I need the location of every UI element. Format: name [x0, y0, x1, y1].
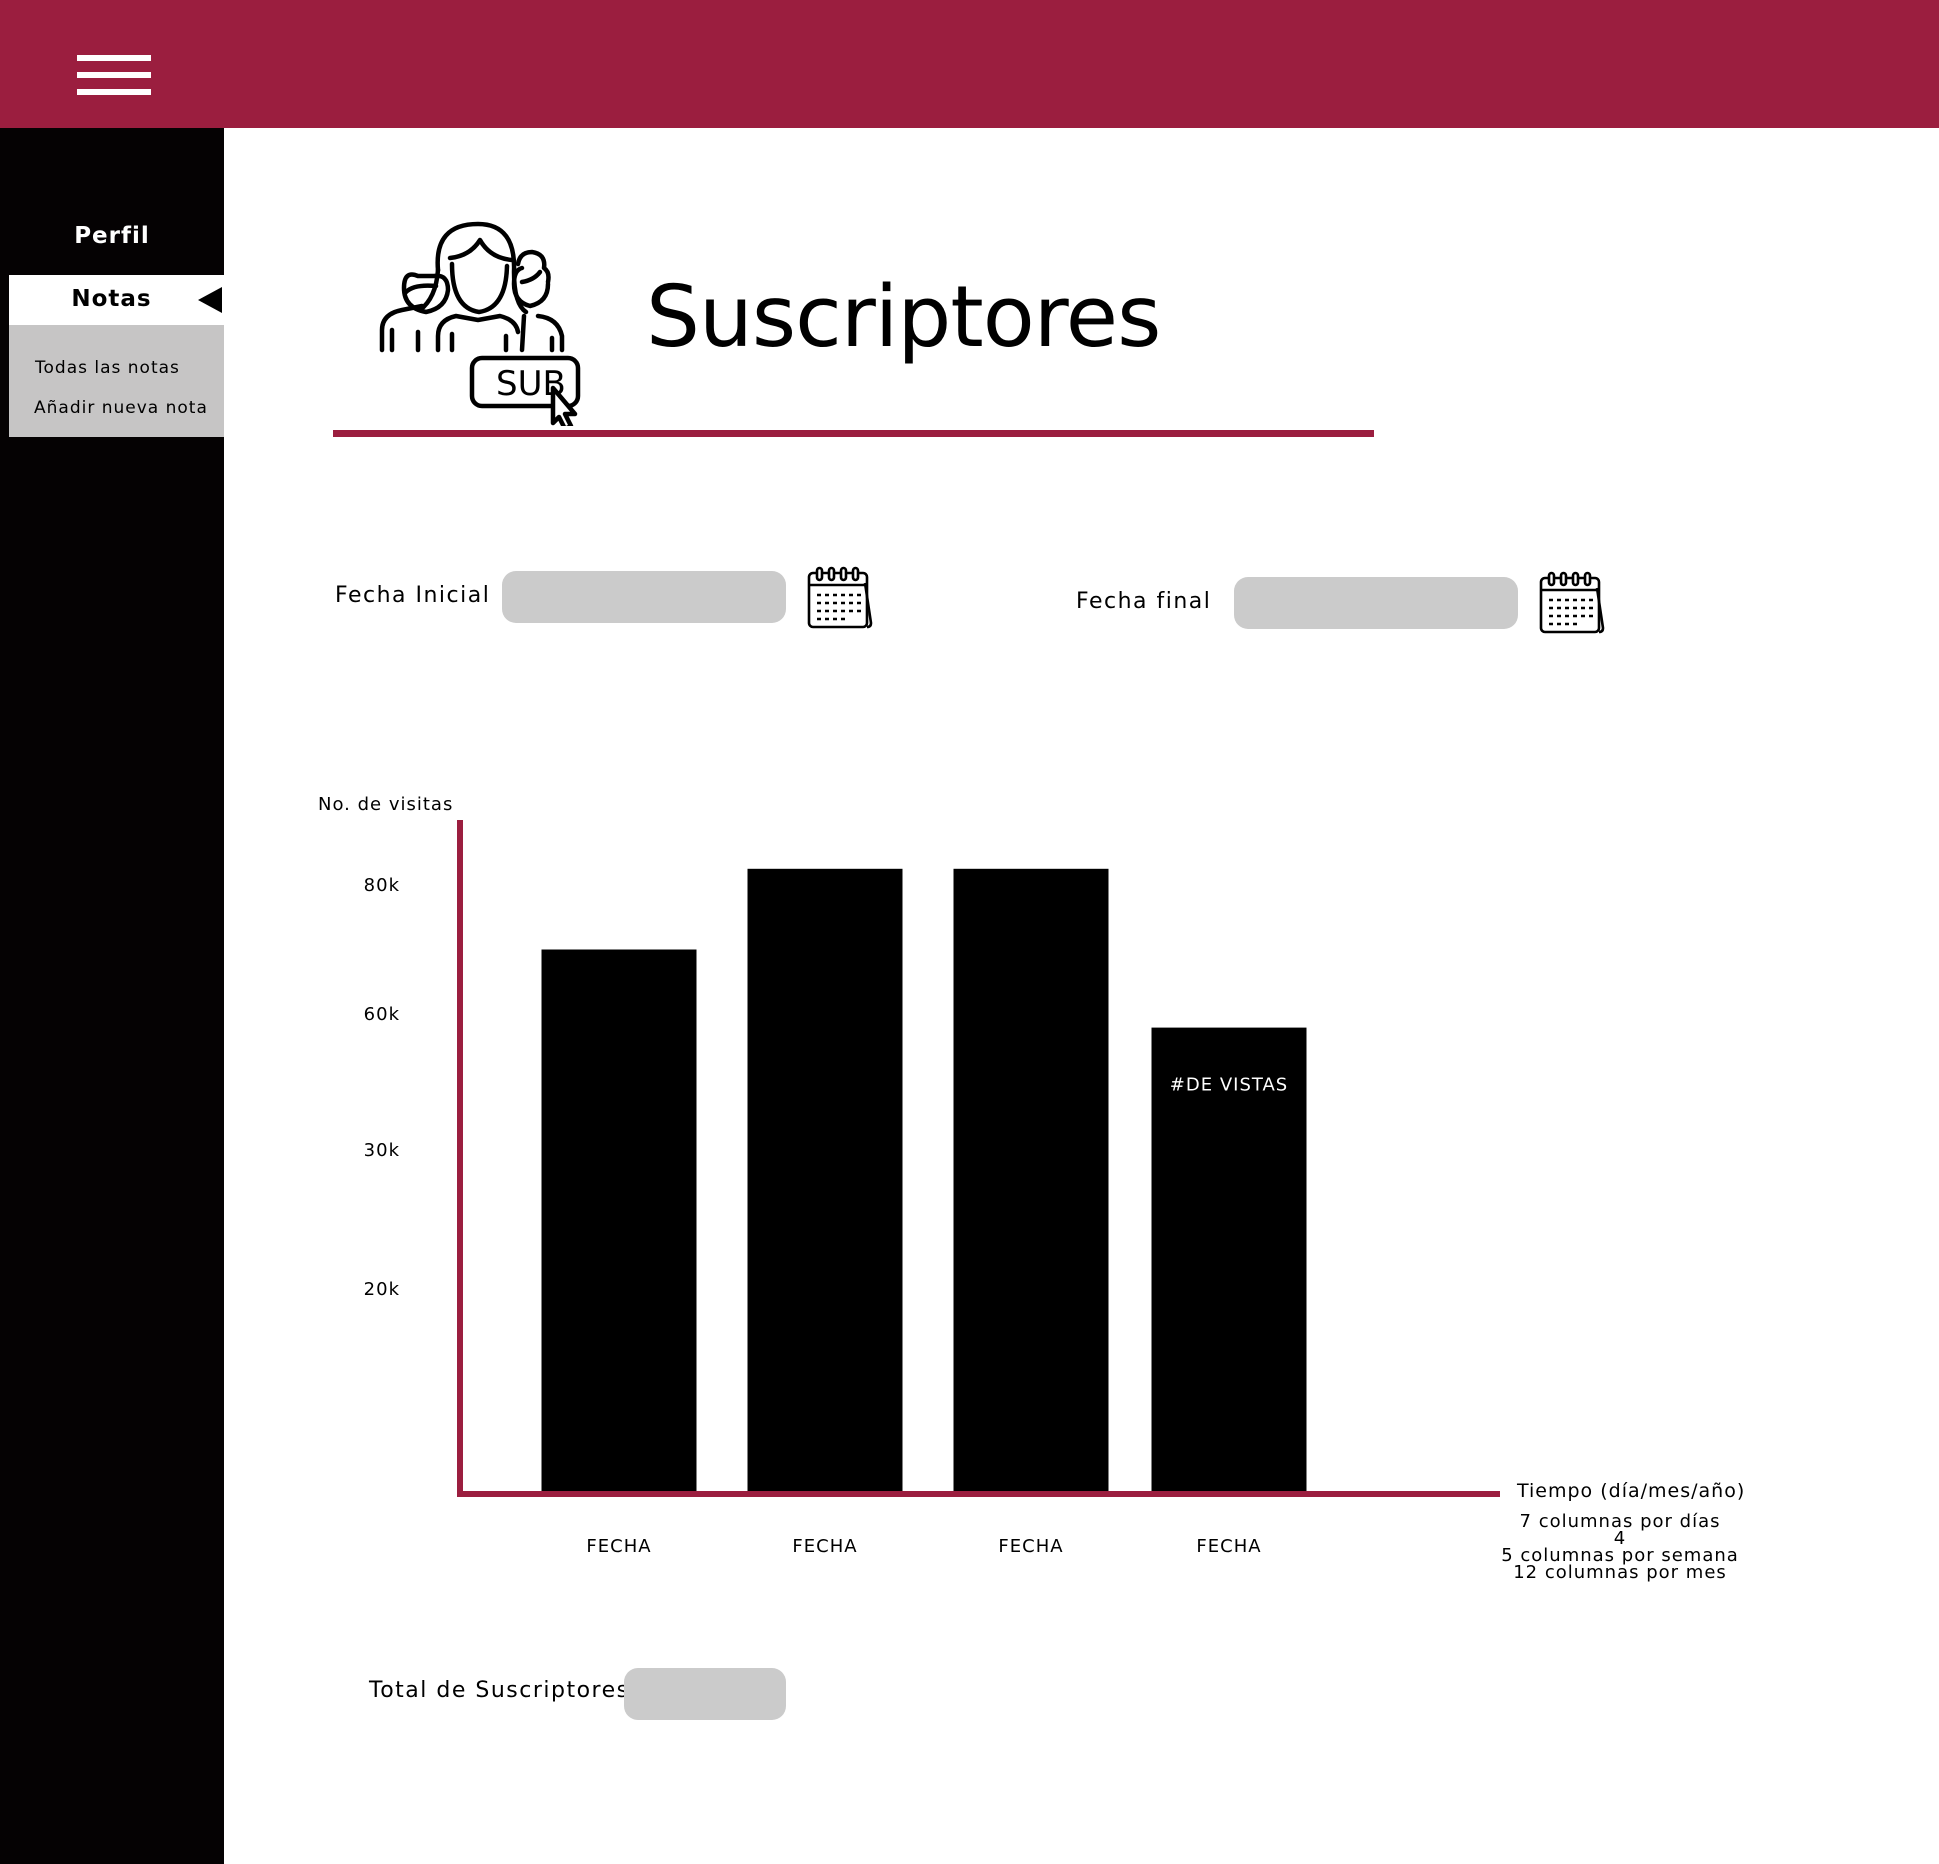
axis-note: 5 columnas por semana — [1501, 1545, 1739, 1566]
bar — [1151, 1027, 1307, 1492]
x-tick-label: FECHA — [1196, 1536, 1261, 1557]
x-tick-label: FECHA — [586, 1536, 651, 1557]
hamburger-icon[interactable] — [77, 55, 151, 95]
axis-note: 7 columnas por días — [1519, 1511, 1721, 1532]
y-tick-label: 30k — [364, 1140, 400, 1161]
y-tick-label: 60k — [364, 1004, 400, 1025]
bar — [747, 868, 903, 1492]
submenu-item-anadir-nueva-nota[interactable]: Añadir nueva nota — [34, 398, 208, 418]
hamburger-line — [77, 89, 151, 95]
active-arrow-icon — [198, 287, 222, 313]
sidebar: Perfil Notas Todas las notas Añadir nuev… — [0, 128, 224, 1864]
x-axis-label: Tiempo (día/mes/año) — [1516, 1480, 1745, 1502]
start-date-input[interactable] — [502, 571, 786, 623]
axis-note: 4 — [1613, 1528, 1627, 1549]
start-date-label: Fecha Inicial — [335, 583, 491, 608]
bar — [953, 868, 1109, 1492]
y-axis-label: No. de visitas — [318, 794, 453, 815]
sidebar-item-perfil[interactable]: Perfil — [74, 223, 150, 249]
hamburger-line — [77, 72, 151, 78]
bar — [541, 949, 697, 1492]
top-bar — [0, 0, 1939, 128]
submenu-item-todas-las-notas[interactable]: Todas las notas — [35, 358, 180, 378]
subscribers-icon: SUB — [379, 221, 581, 426]
axis-note: 12 columnas por mes — [1513, 1562, 1727, 1583]
end-date-input[interactable] — [1234, 577, 1518, 629]
axis-notes: 7 columnas por días 4 5 columnas por sem… — [1480, 1511, 1760, 1583]
page-title: Suscriptores — [646, 268, 1161, 367]
y-tick-label: 80k — [364, 875, 400, 896]
end-date-label: Fecha final — [1076, 589, 1212, 614]
calendar-icon[interactable] — [807, 565, 873, 631]
sidebar-item-label: Notas — [71, 286, 152, 312]
total-subscribers-field — [624, 1668, 786, 1720]
hamburger-line — [77, 55, 151, 61]
total-subscribers-label: Total de Suscriptores — [369, 1678, 630, 1703]
x-tick-label: FECHA — [792, 1536, 857, 1557]
y-tick-label: 20k — [364, 1279, 400, 1300]
sidebar-item-notas[interactable]: Notas — [9, 275, 224, 325]
calendar-icon[interactable] — [1539, 570, 1605, 636]
title-divider — [333, 430, 1374, 437]
bar-data-label: #DE VISTAS — [1170, 1075, 1288, 1096]
x-tick-label: FECHA — [998, 1536, 1063, 1557]
notas-submenu: Todas las notas Añadir nueva nota — [9, 325, 224, 437]
